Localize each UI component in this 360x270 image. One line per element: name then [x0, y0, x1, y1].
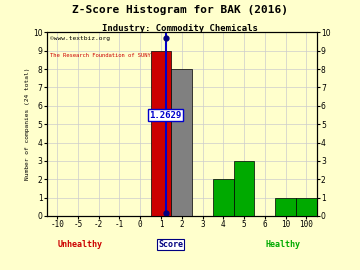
Text: 1.2629: 1.2629 — [149, 110, 181, 120]
Text: Unhealthy: Unhealthy — [58, 240, 103, 249]
Bar — [150, 51, 171, 216]
Text: Industry: Commodity Chemicals: Industry: Commodity Chemicals — [102, 24, 258, 33]
Bar — [234, 161, 255, 216]
Y-axis label: Number of companies (24 total): Number of companies (24 total) — [25, 68, 30, 180]
Bar — [171, 69, 192, 216]
Text: Score: Score — [158, 240, 183, 249]
Bar — [296, 198, 317, 216]
Text: The Research Foundation of SUNY: The Research Foundation of SUNY — [50, 53, 150, 58]
Text: Healthy: Healthy — [266, 240, 301, 249]
Bar — [275, 198, 296, 216]
Bar — [213, 179, 234, 216]
Text: Z-Score Histogram for BAK (2016): Z-Score Histogram for BAK (2016) — [72, 5, 288, 15]
Text: ©www.textbiz.org: ©www.textbiz.org — [50, 36, 109, 41]
